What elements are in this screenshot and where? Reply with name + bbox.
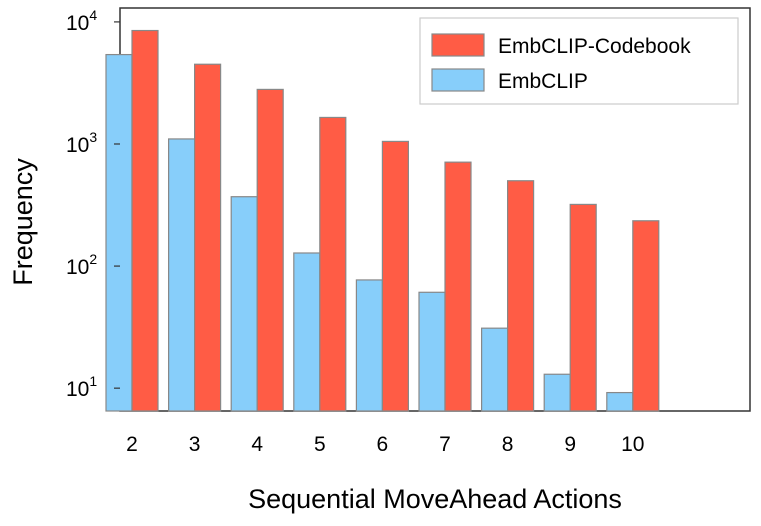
x-tick-label: 10 [621,433,644,456]
legend-label-embclip-codebook: EmbCLIP-Codebook [498,35,691,58]
bar-embclip-4 [230,196,258,412]
bar-embclip-6 [355,279,383,412]
legend-swatch-embclip [431,68,485,92]
bar-embclip-10 [606,391,634,412]
y-axis-title: Frequency [8,158,38,286]
y-tick-label: 103 [66,129,97,157]
y-tick-label: 101 [66,373,97,401]
legend-label-embclip: EmbCLIP [498,70,588,93]
y-tick-label: 104 [66,7,97,35]
x-tick-label: 7 [439,433,451,456]
x-tick-label: 2 [126,433,138,456]
y-axis-ticks: 101 102 103 104 [66,7,120,401]
legend: EmbCLIP-Codebook EmbCLIP [419,17,739,105]
bar-embclip-codebook-9 [569,203,597,412]
x-tick-label: 4 [251,433,263,456]
y-tick-label: 102 [66,251,97,279]
x-axis-title: Sequential MoveAhead Actions [248,484,622,514]
bar-embclip-7 [418,291,446,412]
bar-embclip-5 [293,252,321,412]
x-axis-ticks: 2 3 4 5 6 7 8 9 10 [126,433,644,456]
bar-embclip-8 [481,327,509,412]
bar-embclip-codebook-10 [632,220,660,412]
legend-swatch-embclip-codebook [431,33,485,57]
x-tick-label: 8 [502,433,514,456]
bar-embclip-codebook-7 [444,161,472,412]
x-tick-label: 3 [189,433,201,456]
bar-embclip-codebook-6 [381,140,409,412]
bar-embclip-9 [543,373,571,412]
x-tick-label: 6 [377,433,389,456]
bar-embclip-codebook-2 [131,29,159,412]
bar-embclip-codebook-5 [319,116,347,412]
bar-embclip-3 [168,138,196,412]
x-tick-label: 5 [314,433,326,456]
bar-embclip-2 [105,53,133,412]
bar-embclip-codebook-8 [507,180,535,412]
bar-embclip-codebook-3 [194,63,222,412]
bars-layer [105,29,660,412]
bar-embclip-codebook-4 [256,88,284,412]
x-tick-label: 9 [564,433,576,456]
